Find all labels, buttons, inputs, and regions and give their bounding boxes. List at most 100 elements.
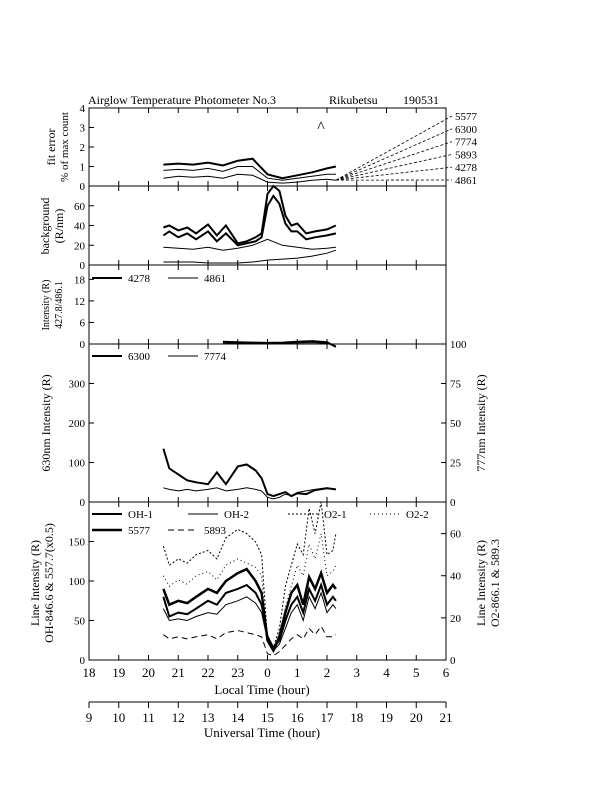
series-line-4278 <box>222 340 337 348</box>
local-time-tick-label: 18 <box>83 665 96 680</box>
y-tick-label-right: 20 <box>450 613 462 625</box>
y-tick-label: 0 <box>80 260 86 272</box>
y-tick-label: 150 <box>69 537 86 549</box>
local-time-tick-label: 5 <box>413 665 420 680</box>
legend-label-5577: 5577 <box>128 525 151 537</box>
series-line-4861 <box>222 342 337 347</box>
series-line-p1-0 <box>163 184 337 245</box>
series-line-7774 <box>163 487 336 500</box>
side-legend-leader <box>335 154 453 181</box>
local-time-tick-label: 20 <box>142 665 155 680</box>
local-time-tick-label: 23 <box>231 665 244 680</box>
universal-time-tick-label: 10 <box>112 710 125 725</box>
fit-error-annotation: ^ <box>317 119 325 136</box>
side-legend-leader <box>335 115 453 181</box>
y-tick-label-right: 40 <box>450 571 462 583</box>
side-legend-label-5893: 5893 <box>455 149 478 161</box>
universal-time-tick-label: 17 <box>321 710 335 725</box>
side-legend-leader <box>335 141 453 181</box>
legend-label-7774: 7774 <box>204 351 227 363</box>
series-line-OH-1 <box>162 581 337 650</box>
universal-time-tick-label: 21 <box>440 710 453 725</box>
figure-title: Airglow Temperature Photometer No.3 <box>88 93 276 107</box>
side-legend-label-7774: 7774 <box>455 137 478 149</box>
series-line-p0-0 <box>163 157 337 180</box>
y-tick-label-right: 0 <box>450 497 456 509</box>
panel4-ylabel: 630nm Intensity (R) <box>39 374 53 471</box>
panel5-ylabel-1: Line Intensity (R) <box>28 540 42 626</box>
panel3-ylabel-2: 427.8/486.1 <box>54 281 65 329</box>
y-tick-label-right: 50 <box>450 418 462 430</box>
universal-time-tick-label: 16 <box>291 710 305 725</box>
fit-error-ylabel-1: fit error <box>44 129 58 166</box>
panel5-ylabel-2: OH-846.6 & 557.7(x0.5) <box>42 523 56 643</box>
panel4-ylabel-right: 777nm Intensity (R) <box>474 374 488 471</box>
series-line-p1-3 <box>163 249 337 264</box>
y-tick-label: 100 <box>69 458 86 470</box>
y-tick-label: 40 <box>74 221 86 233</box>
series-line-5577 <box>162 567 337 654</box>
panel3-ylabel-1: Intensity (R) <box>41 280 52 331</box>
y-tick-label: 0 <box>80 497 86 509</box>
series-line-p1-2 <box>163 238 336 251</box>
local-time-tick-label: 3 <box>354 665 361 680</box>
universal-time-tick-label: 18 <box>350 710 363 725</box>
side-legend-label-4278: 4278 <box>455 162 478 174</box>
y-tick-label-right: 60 <box>450 529 462 541</box>
universal-time-tick-label: 14 <box>231 710 245 725</box>
legend-label-OH-1: OH-1 <box>128 509 153 521</box>
y-tick-label: 50 <box>74 616 86 628</box>
legend-label-O2-1: O2-1 <box>324 509 347 521</box>
series-line-p1-1 <box>162 194 337 247</box>
y-tick-label: 0 <box>80 339 86 351</box>
generated-marks: 0123455776300777458934278486102040600612… <box>69 103 478 725</box>
y-tick-label: 6 <box>80 317 86 329</box>
universal-time-axis-title: Universal Time (hour) <box>204 725 320 740</box>
local-time-tick-label: 6 <box>443 665 450 680</box>
side-legend-leader <box>335 166 453 181</box>
local-time-tick-label: 19 <box>112 665 125 680</box>
side-legend-label-4861: 4861 <box>455 175 477 187</box>
background-ylabel-2: (R/nm) <box>52 209 66 244</box>
universal-time-tick-label: 15 <box>261 710 274 725</box>
series-line-O2-1 <box>162 501 337 649</box>
universal-time-tick-label: 9 <box>86 710 93 725</box>
y-tick-label: 1 <box>80 162 86 174</box>
y-tick-label: 200 <box>69 418 86 430</box>
y-tick-label: 300 <box>69 379 86 391</box>
universal-time-tick-label: 19 <box>380 710 393 725</box>
local-time-axis-title: Local Time (hour) <box>214 682 309 697</box>
legend-label-5893: 5893 <box>204 525 227 537</box>
local-time-tick-label: 2 <box>324 665 331 680</box>
y-tick-label: 12 <box>74 296 85 308</box>
background-ylabel-1: background <box>38 198 52 255</box>
fit-error-ylabel-2: % of max count <box>59 112 71 182</box>
legend-label-4861: 4861 <box>204 273 226 285</box>
side-legend-leader <box>335 128 453 181</box>
local-time-tick-label: 4 <box>383 665 390 680</box>
y-tick-label-right: 25 <box>450 458 462 470</box>
y-tick-label: 0 <box>80 181 86 193</box>
y-tick-label-right: 0 <box>450 655 456 667</box>
legend-label-6300: 6300 <box>128 351 151 363</box>
y-tick-label: 3 <box>80 123 86 135</box>
panel-6300-7774-frame <box>88 343 447 503</box>
series-line-5893 <box>163 625 337 657</box>
y-tick-label: 2 <box>80 142 86 154</box>
local-time-tick-label: 22 <box>202 665 215 680</box>
universal-time-tick-label: 11 <box>142 710 155 725</box>
figure-date: 190531 <box>403 93 439 107</box>
side-legend-label-6300: 6300 <box>455 124 478 136</box>
series-line-6300 <box>162 448 337 498</box>
y-tick-label-right: 75 <box>450 379 462 391</box>
local-time-tick-label: 1 <box>294 665 301 680</box>
y-tick-label: 60 <box>74 201 86 213</box>
y-tick-label: 0 <box>80 655 86 667</box>
side-legend-label-5577: 5577 <box>455 111 478 123</box>
local-time-tick-label: 0 <box>264 665 271 680</box>
panel5-ylabel-right-1: Line Intensity (R) <box>474 540 488 626</box>
y-tick-label: 18 <box>74 274 86 286</box>
universal-time-tick-label: 13 <box>202 710 215 725</box>
legend-label-OH-2: OH-2 <box>224 509 249 521</box>
